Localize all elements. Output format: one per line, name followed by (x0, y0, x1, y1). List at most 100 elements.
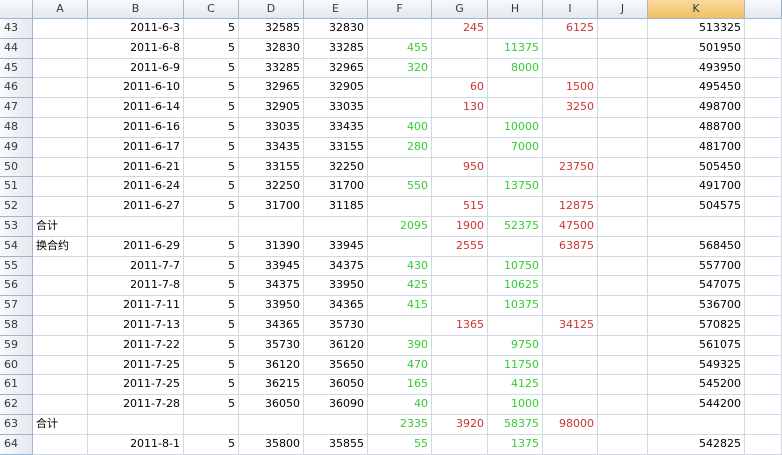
row-header[interactable]: 47 (0, 98, 33, 118)
cell[interactable]: 2011-7-13 (88, 316, 184, 336)
cell[interactable]: 31700 (239, 197, 304, 217)
cell[interactable] (598, 177, 648, 198)
row-header[interactable]: 64 (0, 434, 33, 455)
cell[interactable]: 5 (184, 316, 239, 336)
cell[interactable] (488, 19, 543, 39)
cell[interactable]: 40 (368, 395, 432, 415)
cell[interactable]: 32905 (304, 78, 368, 99)
cell[interactable]: 390 (368, 335, 432, 356)
cell[interactable] (745, 335, 782, 356)
cell[interactable]: 430 (368, 256, 432, 277)
select-all-corner[interactable] (0, 0, 33, 19)
cell[interactable]: 455 (368, 38, 432, 59)
cell[interactable]: 31390 (239, 236, 304, 257)
cell[interactable]: 33945 (304, 236, 368, 257)
column-header[interactable]: G (432, 0, 488, 19)
cell[interactable]: 542825 (648, 434, 745, 455)
cell[interactable]: 33285 (304, 38, 368, 59)
cell[interactable] (33, 296, 88, 316)
cell[interactable]: 4125 (488, 375, 543, 396)
cell[interactable] (745, 375, 782, 396)
cell[interactable] (543, 137, 598, 158)
cell[interactable]: 32905 (239, 98, 304, 118)
cell[interactable] (33, 355, 88, 376)
cell[interactable] (745, 415, 782, 435)
cell[interactable]: 3250 (543, 98, 598, 118)
row-header[interactable]: 60 (0, 355, 33, 376)
row-header[interactable]: 51 (0, 177, 33, 198)
cell[interactable]: 36050 (239, 395, 304, 415)
cell[interactable]: 2555 (432, 236, 488, 257)
cell[interactable]: 9750 (488, 335, 543, 356)
row-header[interactable]: 61 (0, 375, 33, 396)
cell[interactable]: 1375 (488, 434, 543, 455)
cell[interactable] (239, 415, 304, 435)
cell[interactable]: 5 (184, 335, 239, 356)
cell[interactable]: 6125 (543, 19, 598, 39)
cell[interactable] (598, 137, 648, 158)
cell[interactable]: 33950 (239, 296, 304, 316)
cell[interactable] (598, 335, 648, 356)
cell[interactable] (488, 236, 543, 257)
cell[interactable]: 561075 (648, 335, 745, 356)
cell[interactable]: 2011-7-22 (88, 335, 184, 356)
cell[interactable]: 33285 (239, 58, 304, 79)
cell[interactable] (432, 434, 488, 455)
cell[interactable]: 5 (184, 375, 239, 396)
cell[interactable] (598, 434, 648, 455)
cell[interactable] (598, 276, 648, 297)
cell[interactable]: 36120 (304, 335, 368, 356)
cell[interactable]: 570825 (648, 316, 745, 336)
cell[interactable]: 1365 (432, 316, 488, 336)
cell[interactable] (598, 78, 648, 99)
cell[interactable]: 33035 (304, 98, 368, 118)
cell[interactable]: 换合约 (33, 236, 88, 257)
cell[interactable]: 425 (368, 276, 432, 297)
cell[interactable]: 547075 (648, 276, 745, 297)
cell[interactable]: 32830 (304, 19, 368, 39)
cell[interactable] (598, 19, 648, 39)
cell[interactable] (432, 395, 488, 415)
cell[interactable]: 33950 (304, 276, 368, 297)
cell[interactable]: 34125 (543, 316, 598, 336)
cell[interactable]: 合计 (33, 217, 88, 237)
cell[interactable]: 33945 (239, 256, 304, 277)
cell[interactable] (745, 157, 782, 178)
cell[interactable] (598, 236, 648, 257)
cell[interactable]: 32585 (239, 19, 304, 39)
cell[interactable]: 504575 (648, 197, 745, 217)
cell[interactable]: 5 (184, 256, 239, 277)
cell[interactable]: 549325 (648, 355, 745, 376)
cell[interactable]: 1500 (543, 78, 598, 99)
cell[interactable] (368, 19, 432, 39)
cell[interactable] (33, 316, 88, 336)
cell[interactable]: 7000 (488, 137, 543, 158)
cell[interactable]: 11750 (488, 355, 543, 376)
cell[interactable] (745, 355, 782, 376)
cell[interactable] (745, 256, 782, 277)
cell[interactable]: 245 (432, 19, 488, 39)
cell[interactable] (33, 118, 88, 138)
cell[interactable]: 1900 (432, 217, 488, 237)
cell[interactable] (745, 137, 782, 158)
cell[interactable] (745, 434, 782, 455)
cell[interactable]: 2011-6-9 (88, 58, 184, 79)
cell[interactable] (33, 256, 88, 277)
cell[interactable]: 3920 (432, 415, 488, 435)
cell[interactable] (33, 38, 88, 59)
cell[interactable]: 1000 (488, 395, 543, 415)
cell[interactable] (88, 415, 184, 435)
cell[interactable]: 545200 (648, 375, 745, 396)
cell[interactable]: 32965 (239, 78, 304, 99)
cell[interactable]: 10625 (488, 276, 543, 297)
cell[interactable]: 35855 (304, 434, 368, 455)
cell[interactable]: 557700 (648, 256, 745, 277)
cell[interactable]: 55 (368, 434, 432, 455)
cell[interactable] (33, 98, 88, 118)
cell[interactable] (745, 197, 782, 217)
cell[interactable] (745, 58, 782, 79)
cell[interactable] (745, 177, 782, 198)
cell[interactable]: 5 (184, 157, 239, 178)
cell[interactable]: 5 (184, 296, 239, 316)
cell[interactable] (33, 177, 88, 198)
